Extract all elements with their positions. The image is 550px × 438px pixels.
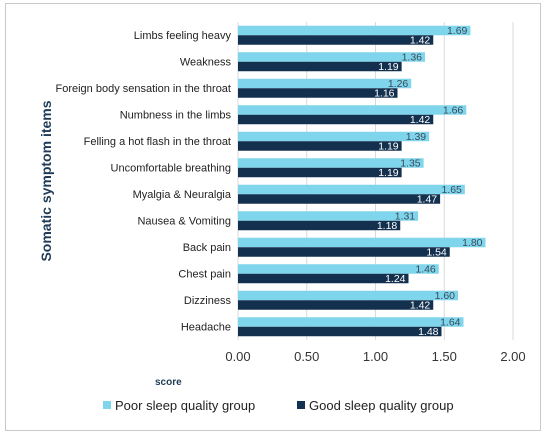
bar-poor-sleep (238, 211, 419, 221)
data-label-good: 1.42 (410, 114, 431, 126)
data-label-poor: 1.60 (435, 290, 456, 302)
bar-good-sleep (238, 114, 434, 125)
category-label: Weakness (180, 56, 232, 68)
data-label-poor: 1.26 (388, 78, 409, 90)
data-label-good: 1.48 (418, 326, 439, 338)
data-label-good: 1.19 (378, 61, 399, 73)
category-label: Myalgia & Neuralgia (133, 189, 232, 201)
data-label-good: 1.16 (374, 87, 395, 99)
category-label: Chest pain (178, 268, 231, 280)
bar-poor-sleep (238, 290, 458, 301)
data-label-good: 1.19 (378, 140, 399, 152)
data-label-poor: 1.66 (443, 104, 464, 116)
data-label-poor: 1.65 (441, 184, 462, 196)
legend: Poor sleep quality group Good sleep quali… (103, 398, 454, 413)
bar-good-sleep (238, 247, 450, 257)
x-tick-label: 1.50 (432, 349, 457, 364)
bar-poor-sleep (238, 237, 486, 248)
data-label-poor: 1.31 (395, 210, 416, 222)
x-tick-label: 2.00 (500, 349, 525, 364)
data-label-good: 1.24 (385, 273, 406, 285)
data-label-poor: 1.64 (440, 316, 461, 328)
bar-good-sleep (238, 326, 442, 337)
x-tick-label: 1.00 (363, 349, 388, 364)
bar-good-sleep (238, 35, 434, 45)
bar-good-sleep (238, 167, 402, 178)
category-label: Limbs feeling heavy (134, 30, 232, 42)
category-label: Foreign body sensation in the throat (55, 83, 231, 95)
category-label: Uncomfortable breathing (111, 162, 231, 174)
bar-poor-sleep (238, 184, 465, 195)
data-label-good: 1.47 (417, 193, 438, 205)
bar-poor-sleep (238, 158, 424, 168)
x-axis-label: score (155, 377, 182, 388)
legend-poor-sleep-label: Poor sleep quality group (115, 398, 255, 413)
bar-poor-sleep (238, 105, 467, 115)
data-label-poor: 1.46 (415, 263, 436, 275)
data-label-good: 1.19 (378, 167, 399, 179)
data-label-poor: 1.39 (406, 131, 427, 143)
bar-good-sleep (238, 300, 434, 310)
data-label-good: 1.18 (377, 220, 398, 232)
data-label-poor: 1.36 (402, 51, 423, 63)
data-label-poor: 1.35 (400, 157, 421, 169)
bar-poor-sleep (238, 131, 430, 142)
category-label: Numbness in the limbs (120, 109, 232, 121)
bar-poor-sleep (238, 52, 425, 62)
bar-good-sleep (238, 194, 441, 204)
bar-good-sleep (238, 141, 402, 151)
bar-poor-sleep (238, 317, 464, 327)
bars: 1.691.421.361.191.261.161.661.421.391.19… (238, 25, 486, 338)
category-label: Felling a hot flash in the throat (84, 136, 231, 148)
data-label-poor: 1.69 (447, 25, 468, 37)
legend-good-sleep-label: Good sleep quality group (309, 398, 454, 413)
category-label: Back pain (183, 242, 231, 254)
bar-good-sleep (238, 61, 402, 72)
bar-poor-sleep (238, 25, 471, 36)
x-tick-labels: 0.00 0.50 1.00 1.50 2.00 (225, 349, 525, 364)
legend-good-sleep-swatch (297, 401, 305, 409)
grid-lines (237, 22, 514, 340)
x-tick-label: 0.50 (294, 349, 319, 364)
data-label-good: 1.42 (410, 299, 431, 311)
legend-poor-sleep-swatch (103, 401, 111, 409)
category-labels: Limbs feeling heavy Weakness Foreign body … (55, 30, 231, 334)
data-label-poor: 1.80 (462, 237, 483, 249)
y-axis-label: Somatic symptom items (38, 100, 54, 261)
category-label: Dizziness (184, 295, 232, 307)
bar-poor-sleep (238, 78, 412, 89)
category-label: Nausea & Vomiting (137, 215, 231, 227)
bar-good-sleep (238, 220, 401, 231)
data-label-good: 1.42 (410, 34, 431, 46)
bar-poor-sleep (238, 264, 439, 274)
data-label-good: 1.54 (426, 246, 447, 258)
category-label: Headache (181, 321, 231, 333)
bar-good-sleep (238, 273, 409, 284)
x-tick-label: 0.00 (225, 349, 250, 364)
bar-good-sleep (238, 88, 398, 98)
